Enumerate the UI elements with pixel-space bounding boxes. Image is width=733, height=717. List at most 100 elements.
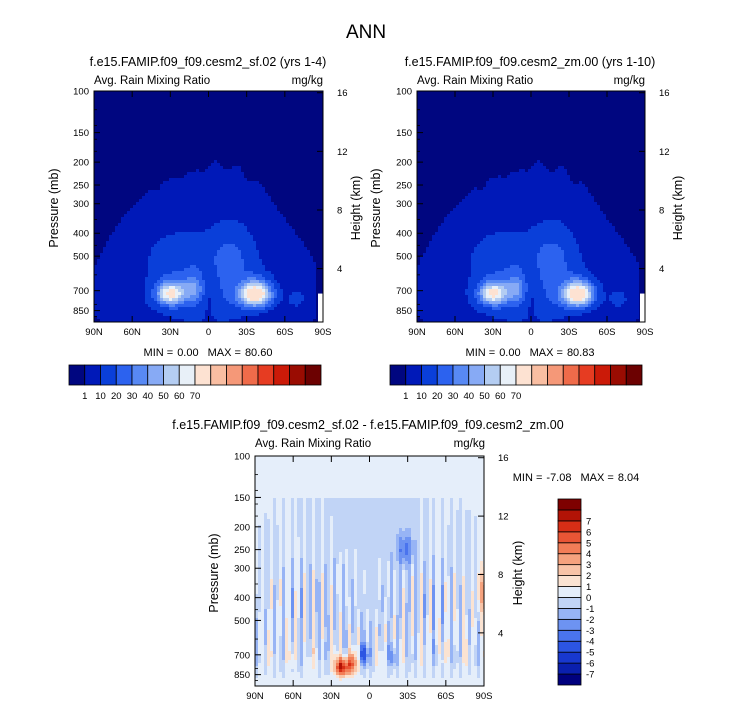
panel-2-y-tick-label: 500: [396, 252, 412, 263]
panel-1-x-tick-label: 30N: [162, 327, 180, 338]
panel-diff-min-label: MIN =: [513, 472, 543, 484]
colorbar-swatch: [305, 365, 321, 385]
colorbar-swatch: [563, 365, 579, 385]
colorbar-label: 3: [586, 560, 591, 571]
colorbar-swatch: [164, 365, 180, 385]
colorbar-swatch: [558, 532, 581, 543]
colorbar-swatch: [132, 365, 148, 385]
panel-diff-y-tick-label: 250: [234, 545, 250, 556]
colorbar-label: 1: [403, 391, 408, 402]
colorbar-swatch: [148, 365, 164, 385]
colorbar-swatch: [500, 365, 516, 385]
colorbar-swatch: [558, 619, 581, 630]
panel-diff-units-label: mg/kg: [454, 438, 485, 450]
panel-1-height-tick-label: 4: [337, 264, 342, 275]
colorbar-label: 40: [142, 391, 153, 402]
colorbar-swatch: [516, 365, 532, 385]
panel-1-variable-label: Avg. Rain Mixing Ratio: [94, 75, 210, 87]
colorbar-label: -4: [586, 637, 594, 648]
colorbar-swatch: [558, 576, 581, 587]
colorbar-label: -2: [586, 615, 594, 626]
panel-1-x-tick-label: 60S: [276, 327, 293, 338]
colorbar-swatch: [626, 365, 642, 385]
panel-diff-x-tick-label: 30N: [323, 691, 341, 702]
panel-diff-min-value: -7.08: [546, 472, 571, 484]
panel-1-y-tick-label: 400: [73, 229, 89, 240]
panel-diff-x-tick-label: 90N: [246, 691, 264, 702]
panel-1-title: f.e15.FAMIP.f09_f09.cesm2_sf.02 (yrs 1-4…: [90, 55, 327, 69]
panel-diff-y-tick-label: 400: [234, 593, 250, 604]
colorbar-swatch: [422, 365, 438, 385]
colorbar-label: -1: [586, 604, 594, 615]
panel-2-y-tick-label: 200: [396, 158, 412, 169]
panel-1-chart: f.e15.FAMIP.f09_f09.cesm2_sf.02 (yrs 1-4…: [47, 55, 363, 359]
panel-diff-y-axis-label: Pressure (mb): [207, 533, 221, 612]
colorbar-label: 30: [448, 391, 459, 402]
panel-diff-height-tick-label: 8: [498, 570, 503, 581]
colorbar-swatch: [558, 587, 581, 598]
colorbar-swatch: [390, 365, 406, 385]
panel-1-x-tick-label: 90N: [85, 327, 103, 338]
panel-diff-max-value: 8.04: [618, 472, 639, 484]
colorbar-swatch: [69, 365, 85, 385]
colorbar-swatch: [579, 365, 595, 385]
panel-2-y-tick-label: 150: [396, 128, 412, 139]
panel-2-height-tick-label: 8: [659, 205, 664, 216]
panel-1-x-tick-label: 60N: [123, 327, 141, 338]
panel-1-x-tick-label: 30S: [238, 327, 255, 338]
panel-diff-x-tick-label: 60N: [284, 691, 302, 702]
colorbar-swatch: [101, 365, 117, 385]
panel-diff-y-tick-label: 300: [234, 564, 250, 575]
panel-2-max-value: 80.83: [567, 347, 595, 359]
colorbar-label: 10: [95, 391, 106, 402]
colorbar-swatch: [258, 365, 274, 385]
colorbar-label: 60: [495, 391, 506, 402]
panel-2-x-tick-label: 90S: [637, 327, 654, 338]
panel-diff-contour-field: [255, 456, 487, 688]
panel-2-min-value: 0.00: [499, 347, 520, 359]
panel-diff-height-axis-label: Height (km): [511, 541, 525, 606]
panel-diff-y-tick-label: 850: [234, 670, 250, 681]
panel-1-max-value: 80.60: [245, 347, 273, 359]
panel-2-y-axis-label: Pressure (mb): [369, 168, 383, 247]
colorbar-label: 7: [586, 516, 591, 527]
colorbar-swatch: [595, 365, 611, 385]
panel-2-x-tick-label: 60S: [599, 327, 616, 338]
panel-diff-x-tick-label: 60S: [437, 691, 454, 702]
colorbar-label: 20: [111, 391, 122, 402]
panel-2-x-tick-label: 30N: [484, 327, 502, 338]
colorbar-swatch: [611, 365, 627, 385]
colorbar-swatch: [179, 365, 195, 385]
panel-1-y-tick-label: 200: [73, 158, 89, 169]
panel-2-min-label: MIN =: [466, 347, 496, 359]
panel-2-contour-field: [417, 91, 646, 323]
panel-diff-y-tick-label: 200: [234, 522, 250, 533]
panel-diff-minmax: MIN =-7.08 MAX = 8.04: [513, 472, 639, 484]
panel-diff-x-tick-label: 90S: [476, 691, 493, 702]
colorbar-swatch: [242, 365, 258, 385]
colorbar-swatch: [274, 365, 290, 385]
panel-2-x-tick-label: 90N: [408, 327, 426, 338]
colorbar-swatch: [558, 510, 581, 521]
colorbar-label: 30: [127, 391, 138, 402]
colorbar-label: 4: [586, 549, 591, 560]
panel-diff-title: f.e15.FAMIP.f09_f09.cesm2_sf.02 - f.e15.…: [172, 418, 563, 432]
colorbar-swatch: [548, 365, 564, 385]
colorbar-label: 2: [586, 571, 591, 582]
colorbar-swatch: [485, 365, 501, 385]
panel-2-units-label: mg/kg: [614, 75, 645, 87]
panel-1-y-tick-label: 300: [73, 199, 89, 210]
colorbar-swatch: [558, 543, 581, 554]
colorbar-swatch: [85, 365, 101, 385]
panel-1-units-label: mg/kg: [292, 75, 323, 87]
colorbar-swatch: [406, 365, 422, 385]
colorbar-label: 40: [463, 391, 474, 402]
panel-diff-max-label: MAX =: [580, 472, 613, 484]
colorbar-swatch: [558, 674, 581, 685]
